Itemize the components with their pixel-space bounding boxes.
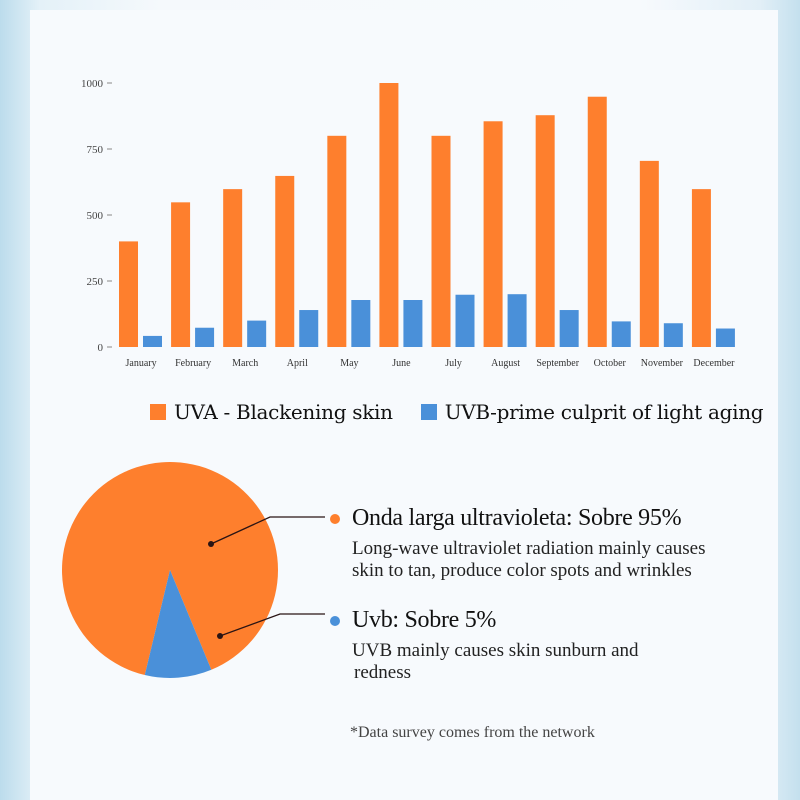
x-tick-label: April bbox=[287, 358, 308, 369]
legend-swatch-uvb bbox=[420, 404, 437, 420]
leader-line-uvb bbox=[219, 613, 325, 637]
x-tick-label: May bbox=[340, 358, 358, 369]
bar-uva bbox=[119, 241, 138, 347]
x-tick-label: August bbox=[491, 358, 520, 369]
legend-item-uva: UVA - Blackening skin bbox=[150, 400, 393, 424]
x-tick-label: September bbox=[536, 358, 579, 369]
y-tick-label: 0 bbox=[98, 342, 104, 354]
bar-uvb bbox=[663, 323, 683, 347]
bar-uvb bbox=[507, 294, 527, 347]
bar-uva bbox=[587, 96, 607, 347]
bar-uvb bbox=[559, 310, 579, 347]
bar-uvb bbox=[351, 300, 371, 347]
bar-uva bbox=[431, 135, 451, 347]
legend-item-uvb: UVB-prime culprit of light aging bbox=[420, 400, 764, 424]
footnote: *Data survey comes from the network bbox=[350, 724, 595, 741]
pie-slice-uvb bbox=[144, 570, 212, 678]
bar-uvb bbox=[195, 327, 215, 347]
callout-uvb: Uvb: Sobre 5% UVB mainly causes skin sun… bbox=[330, 607, 639, 684]
legend-swatch-uva bbox=[150, 404, 166, 420]
callout-dot-uva bbox=[330, 513, 340, 524]
bar-chart: 0 250 500 750 1000 January February March April M… bbox=[81, 78, 735, 369]
callout-desc-uvb-line2: redness bbox=[354, 662, 411, 683]
bar-uvb bbox=[715, 328, 735, 347]
bar-uvb bbox=[611, 321, 631, 347]
bar-uvb bbox=[143, 335, 162, 347]
y-tick-label: 250 bbox=[87, 276, 104, 288]
y-tick-label: 750 bbox=[87, 144, 104, 156]
bar-uva bbox=[379, 83, 399, 347]
bar-legend: UVA - Blackening skin UVB-prime culprit … bbox=[150, 400, 791, 424]
x-tick-label: July bbox=[445, 358, 462, 369]
callout-desc-uva-line1: Long-wave ultraviolet radiation mainly c… bbox=[352, 538, 706, 559]
pie-slice-uva bbox=[62, 462, 278, 676]
x-tick-label: February bbox=[175, 358, 211, 369]
x-tick-label: March bbox=[232, 358, 258, 369]
bar-uva bbox=[691, 189, 711, 347]
x-tick-label: January bbox=[125, 358, 156, 369]
callout-desc-uva-line2: skin to tan, produce color spots and wri… bbox=[352, 560, 692, 581]
x-tick-label: June bbox=[392, 358, 411, 369]
bar-uva bbox=[639, 160, 659, 347]
bar-uva bbox=[327, 135, 347, 347]
bar-uvb bbox=[299, 310, 319, 347]
callout-uva: Onda larga ultravioleta: Sobre 95% Long-… bbox=[330, 505, 706, 582]
bar-uva bbox=[535, 115, 555, 347]
callout-title-uva: Onda larga ultravioleta: Sobre 95% bbox=[352, 505, 682, 531]
bar-uva bbox=[483, 121, 503, 347]
pie-chart bbox=[62, 462, 325, 678]
bar-uvb bbox=[403, 300, 423, 347]
callout-dot-uvb bbox=[330, 615, 340, 626]
bar-uva bbox=[223, 189, 243, 347]
callout-title-uvb: Uvb: Sobre 5% bbox=[352, 607, 497, 633]
callout-desc-uvb-line1: UVB mainly causes skin sunburn and bbox=[352, 640, 639, 661]
x-tick-label: November bbox=[641, 358, 684, 369]
y-tick-label: 500 bbox=[87, 210, 104, 222]
y-tick-label: 1000 bbox=[81, 78, 104, 90]
leader-line-uva bbox=[210, 516, 325, 545]
x-tick-label: October bbox=[594, 358, 627, 369]
bar-uva bbox=[171, 202, 191, 347]
legend-label-uva: UVA - Blackening skin bbox=[174, 400, 393, 424]
x-tick-label: December bbox=[693, 358, 735, 369]
bar-uva bbox=[275, 175, 295, 347]
legend-label-uvb: UVB-prime culprit of light aging bbox=[444, 400, 764, 424]
bar-uvb bbox=[455, 294, 475, 347]
bar-uvb bbox=[247, 320, 267, 347]
pie-leader-lines bbox=[208, 516, 325, 639]
